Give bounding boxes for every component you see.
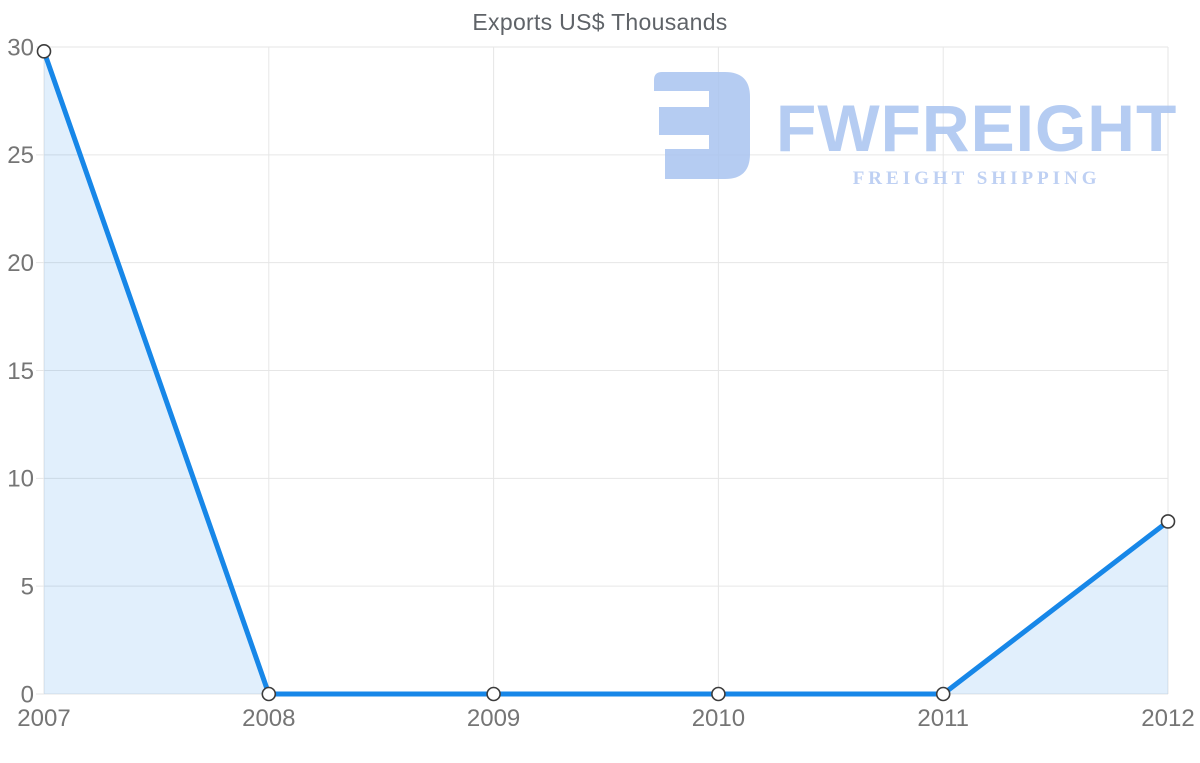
data-point-marker: [935, 686, 951, 702]
y-tick-label: 20: [7, 250, 34, 277]
x-tick-label: 2012: [1141, 705, 1194, 732]
series-line: [41, 48, 1171, 697]
x-tick-label: 2010: [692, 705, 745, 732]
x-tick-label: 2011: [917, 705, 969, 732]
series-area: [44, 51, 1168, 694]
y-tick-label: 25: [7, 142, 34, 169]
data-point-marker: [1160, 514, 1176, 529]
y-tick-label: 30: [7, 34, 34, 61]
x-tick-label: 2008: [242, 705, 295, 732]
y-tick-label: 15: [7, 358, 34, 385]
data-point-marker: [36, 44, 52, 59]
x-tick-label: 2007: [17, 705, 70, 732]
x-tick-label: 2009: [467, 705, 520, 732]
y-tick-label: 5: [21, 574, 34, 601]
chart-title: Exports US$ Thousands: [472, 9, 728, 35]
data-point-marker: [711, 686, 726, 702]
y-tick-label: 10: [7, 466, 34, 493]
y-tick-label: 0: [21, 681, 34, 708]
data-point-marker: [261, 686, 277, 702]
data-point-marker: [486, 686, 501, 702]
